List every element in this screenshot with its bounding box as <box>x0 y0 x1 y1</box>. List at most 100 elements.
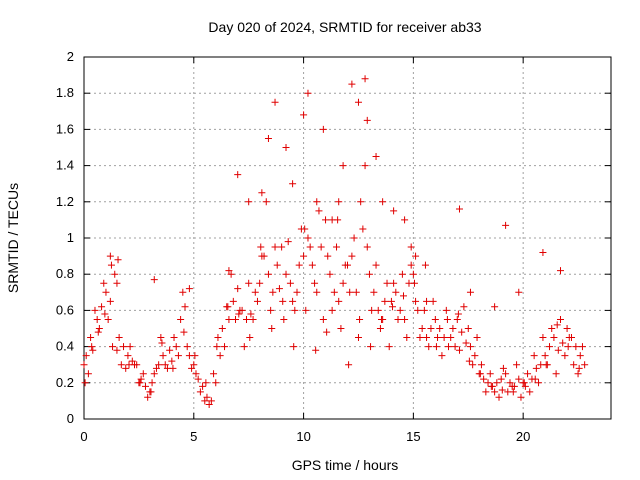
data-point <box>82 352 90 360</box>
data-point <box>361 162 369 170</box>
data-point <box>144 393 152 401</box>
data-point <box>290 343 298 351</box>
data-point <box>482 388 490 396</box>
data-point <box>194 375 202 383</box>
data-point <box>137 375 145 383</box>
data-point <box>207 397 215 405</box>
data-point <box>453 315 461 323</box>
data-point <box>564 343 572 351</box>
data-point <box>326 270 334 278</box>
data-point <box>258 189 266 197</box>
data-point <box>304 89 312 97</box>
data-point <box>576 352 584 360</box>
data-point <box>581 361 589 369</box>
data-point <box>365 270 373 278</box>
data-point <box>98 303 106 311</box>
data-point <box>275 285 283 293</box>
data-point <box>247 310 255 318</box>
data-point <box>95 325 103 332</box>
data-point <box>315 207 323 215</box>
data-point <box>515 288 523 296</box>
data-point <box>403 334 411 342</box>
data-point <box>323 328 331 336</box>
data-point <box>136 379 144 387</box>
data-point <box>431 315 439 323</box>
data-point <box>273 261 281 269</box>
data-point <box>304 234 312 242</box>
data-point <box>81 379 89 387</box>
chart-title: Day 020 of 2024, SRMTID for receiver ab3… <box>208 19 481 35</box>
data-point <box>445 343 453 351</box>
data-point <box>339 279 347 287</box>
data-point <box>141 382 149 390</box>
data-point <box>508 382 516 390</box>
data-point <box>385 343 393 351</box>
data-point <box>502 370 510 378</box>
data-point <box>387 297 395 305</box>
data-point <box>524 370 532 378</box>
data-point <box>473 334 481 342</box>
data-point <box>460 303 468 311</box>
data-point <box>390 207 398 215</box>
data-points <box>80 75 589 409</box>
data-point <box>350 234 358 242</box>
data-point <box>258 252 266 260</box>
data-point <box>539 334 547 342</box>
data-point <box>229 297 237 305</box>
data-point <box>107 261 115 269</box>
data-point <box>312 346 320 354</box>
data-point <box>203 393 211 401</box>
data-point <box>506 379 514 387</box>
data-point <box>183 343 191 351</box>
data-point <box>181 303 189 311</box>
data-point <box>465 357 473 365</box>
data-point <box>565 334 573 342</box>
data-point <box>295 261 303 269</box>
data-point <box>521 382 529 390</box>
data-point <box>418 325 426 332</box>
data-point <box>440 334 448 342</box>
data-point <box>216 352 224 360</box>
data-point <box>563 325 571 332</box>
data-point <box>282 144 290 151</box>
data-point <box>356 315 364 323</box>
data-point <box>246 334 254 342</box>
data-point <box>113 346 121 354</box>
data-point <box>256 279 264 287</box>
data-point <box>179 288 187 296</box>
data-point <box>293 288 301 296</box>
data-point <box>205 401 213 409</box>
data-point <box>556 267 564 275</box>
data-point <box>236 306 244 314</box>
data-point <box>93 315 101 323</box>
data-point <box>443 315 451 323</box>
data-point <box>300 252 308 260</box>
data-point <box>192 370 200 378</box>
data-point <box>286 279 294 287</box>
data-point <box>390 279 398 287</box>
data-point <box>348 80 356 88</box>
data-point <box>232 315 240 323</box>
data-point <box>169 364 177 372</box>
data-point <box>125 361 133 369</box>
data-point <box>399 292 407 300</box>
data-point <box>354 98 362 106</box>
data-point <box>550 334 558 342</box>
data-point <box>552 370 560 378</box>
x-tick-label: 20 <box>516 429 530 444</box>
data-point <box>191 352 199 360</box>
data-point <box>227 270 235 278</box>
data-point <box>359 225 367 233</box>
data-point <box>152 364 160 372</box>
data-point <box>126 343 134 351</box>
data-point <box>449 325 457 332</box>
data-point <box>210 370 218 378</box>
data-point <box>432 343 440 351</box>
data-point <box>202 379 210 387</box>
y-tick-label: 1.4 <box>56 158 74 173</box>
data-point <box>264 270 272 278</box>
data-point <box>335 297 343 305</box>
data-point <box>367 343 375 351</box>
data-point <box>548 325 556 332</box>
data-point <box>458 328 466 336</box>
